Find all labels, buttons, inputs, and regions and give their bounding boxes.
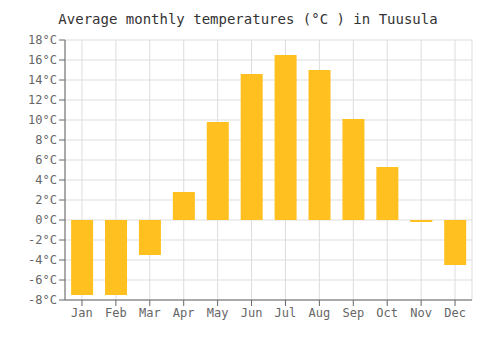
svg-text:Apr: Apr bbox=[173, 306, 195, 320]
svg-text:Mar: Mar bbox=[139, 306, 161, 320]
svg-text:Dec: Dec bbox=[444, 306, 466, 320]
svg-text:-2°C: -2°C bbox=[28, 233, 57, 247]
svg-text:10°C: 10°C bbox=[28, 113, 57, 127]
svg-text:Nov: Nov bbox=[410, 306, 432, 320]
svg-text:-4°C: -4°C bbox=[28, 253, 57, 267]
svg-text:May: May bbox=[207, 306, 229, 320]
svg-text:14°C: 14°C bbox=[28, 73, 57, 87]
svg-text:Jul: Jul bbox=[275, 306, 297, 320]
svg-text:Jun: Jun bbox=[241, 306, 263, 320]
svg-text:Feb: Feb bbox=[105, 306, 127, 320]
svg-text:18°C: 18°C bbox=[28, 33, 57, 47]
svg-text:-8°C: -8°C bbox=[28, 293, 57, 307]
svg-text:16°C: 16°C bbox=[28, 53, 57, 67]
html-text:Average monthly temperatures (: Average monthly temperatures (°C ) in Tu… bbox=[58, 11, 438, 27]
svg-text:0°C: 0°C bbox=[35, 213, 57, 227]
svg-text:Sep: Sep bbox=[342, 306, 364, 320]
svg-text:6°C: 6°C bbox=[35, 153, 57, 167]
svg-text:4°C: 4°C bbox=[35, 173, 57, 187]
svg-text:Aug: Aug bbox=[309, 306, 331, 320]
svg-text:Jan: Jan bbox=[71, 306, 93, 320]
svg-text:12°C: 12°C bbox=[28, 93, 57, 107]
svg-text:2°C: 2°C bbox=[35, 193, 57, 207]
svg-text:8°C: 8°C bbox=[35, 133, 57, 147]
svg-text:-6°C: -6°C bbox=[28, 273, 57, 287]
svg-text:Oct: Oct bbox=[376, 306, 398, 320]
